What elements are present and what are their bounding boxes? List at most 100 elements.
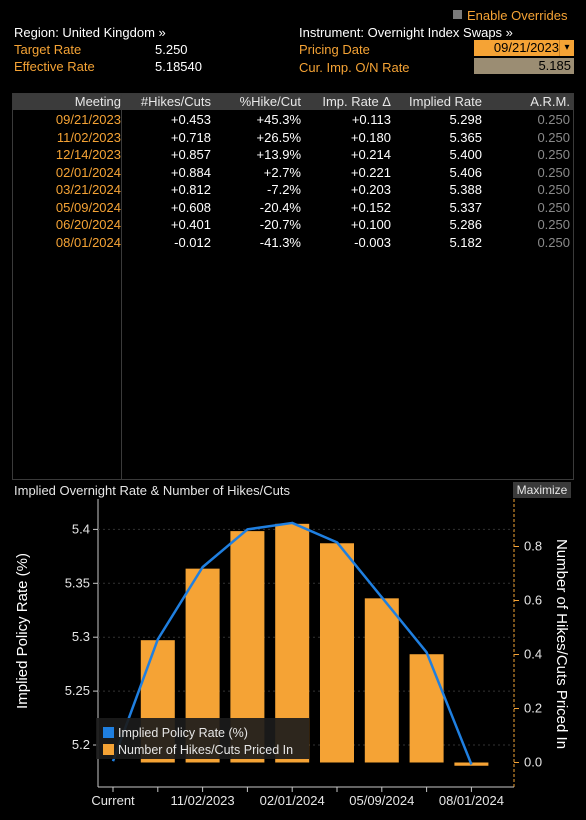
x-tick-label: Current xyxy=(91,793,135,808)
table-cell-implied-rate: 5.388 xyxy=(449,182,482,197)
chart-title: Implied Overnight Rate & Number of Hikes… xyxy=(14,483,290,498)
table-cell-implied-rate: 5.298 xyxy=(449,112,482,127)
right-tick-label: 0.6 xyxy=(524,593,542,608)
chart-svg: 5.2 5.25 5.3 5.35 5.4 0.0 0.2 0.4 0.6 0.8 Current 1… xyxy=(14,499,570,808)
hikes-cuts-bar xyxy=(320,543,354,763)
table-cell-pct-hike-cut: +13.9% xyxy=(256,147,301,162)
maximize-button[interactable]: Maximize xyxy=(513,482,571,498)
table-cell-pct-hike-cut: +26.5% xyxy=(256,129,301,145)
right-axis-title: Number of Hikes/Cuts Priced In xyxy=(553,539,570,749)
target-rate-value: 5.250 xyxy=(155,42,188,57)
meetings-table: Meeting #Hikes/Cuts %Hike/Cut Imp. Rate Δ Im… xyxy=(12,93,574,480)
left-tick-label: 5.25 xyxy=(65,683,90,698)
table-cell-pct-hike-cut: -7.2% xyxy=(267,182,301,197)
target-rate-label: Target Rate xyxy=(14,42,82,57)
pricing-date-field[interactable]: 09/21/2023 xyxy=(474,40,574,56)
x-tick-label: 02/01/2024 xyxy=(260,793,325,808)
table-cell-meeting: 06/20/2024 xyxy=(55,217,121,232)
pricing-date-label: Pricing Date xyxy=(299,42,370,57)
effective-rate-label: Effective Rate xyxy=(14,59,95,74)
table-cell-imp-rate-delta: +0.180 xyxy=(350,129,391,145)
table-cell-imp-rate-delta: +0.203 xyxy=(350,182,391,197)
table-cell-pct-hike-cut: -20.7% xyxy=(259,217,301,232)
calendar-dropdown-icon[interactable]: ▾ xyxy=(559,40,574,56)
cur-imp-rate-field[interactable]: 5.185 xyxy=(474,58,574,74)
table-cell-implied-rate: 5.286 xyxy=(449,217,482,232)
legend-swatch-bar xyxy=(103,744,114,755)
table-cell-imp-rate-delta: +0.113 xyxy=(351,112,391,127)
legend-box xyxy=(96,718,309,759)
th-meeting[interactable]: Meeting xyxy=(74,94,121,109)
cur-imp-rate-label: Cur. Imp. O/N Rate xyxy=(299,60,410,75)
left-tick-label: 5.35 xyxy=(65,575,90,590)
table-cell-pct-hike-cut: +2.7% xyxy=(263,164,301,180)
th-pct-hike-cut[interactable]: %Hike/Cut xyxy=(239,94,301,109)
table-cell-arm: 0.250 xyxy=(537,217,570,232)
table-cell-pct-hike-cut: -20.4% xyxy=(259,199,301,215)
table-cell-hikes-cuts: +0.718 xyxy=(170,129,211,145)
table-cell-hikes-cuts: +0.884 xyxy=(170,164,211,180)
x-tick-label: 08/01/2024 xyxy=(439,793,504,808)
legend-swatch-line xyxy=(103,727,114,738)
instrument-selector[interactable]: Instrument: Overnight Index Swaps » xyxy=(299,25,513,40)
table-cell-imp-rate-delta: -0.003 xyxy=(354,234,391,250)
legend-label-line: Implied Policy Rate (%) xyxy=(118,726,248,740)
right-tick-label: 0.8 xyxy=(524,539,542,554)
table-cell-arm: 0.250 xyxy=(537,147,570,162)
x-tick-label: 05/09/2024 xyxy=(349,793,414,808)
right-tick-label: 0.4 xyxy=(524,647,542,662)
th-hikes-cuts[interactable]: #Hikes/Cuts xyxy=(140,94,211,109)
left-tick-label: 5.3 xyxy=(72,629,90,644)
table-cell-meeting: 09/21/2023 xyxy=(55,112,121,127)
left-axis-title: Implied Policy Rate (%) xyxy=(14,553,31,709)
table-cell-hikes-cuts: -0.012 xyxy=(174,234,211,250)
table-cell-meeting: 08/01/2024 xyxy=(55,234,121,250)
enable-overrides-checkbox[interactable] xyxy=(453,10,462,19)
table-cell-hikes-cuts: +0.812 xyxy=(170,182,211,197)
implied-rate-line xyxy=(111,521,473,765)
table-cell-hikes-cuts: +0.857 xyxy=(170,147,211,162)
table-cell-hikes-cuts: +0.401 xyxy=(170,217,211,232)
table-cell-meeting: 03/21/2024 xyxy=(55,182,121,197)
column-divider xyxy=(121,94,122,479)
table-cell-meeting: 05/09/2024 xyxy=(55,199,121,215)
table-cell-arm: 0.250 xyxy=(537,182,570,197)
left-tick-label: 5.2 xyxy=(72,737,90,752)
th-arm[interactable]: A.R.M. xyxy=(530,94,570,109)
table-cell-arm: 0.250 xyxy=(537,129,570,145)
table-cell-hikes-cuts: +0.608 xyxy=(170,199,211,215)
right-tick-label: 0.2 xyxy=(524,701,542,716)
table-cell-arm: 0.250 xyxy=(537,112,570,127)
table-cell-arm: 0.250 xyxy=(537,234,570,250)
region-selector[interactable]: Region: United Kingdom » xyxy=(14,25,166,40)
table-cell-imp-rate-delta: +0.152 xyxy=(350,199,391,215)
table-cell-implied-rate: 5.365 xyxy=(449,129,482,145)
left-tick-label: 5.4 xyxy=(72,521,90,536)
legend-label-bar: Number of Hikes/Cuts Priced In xyxy=(118,743,293,757)
enable-overrides-label[interactable]: Enable Overrides xyxy=(467,8,568,23)
table-cell-imp-rate-delta: +0.100 xyxy=(350,217,391,232)
table-header xyxy=(13,94,573,110)
table-cell-pct-hike-cut: +45.3% xyxy=(256,112,301,127)
table-cell-pct-hike-cut: -41.3% xyxy=(259,234,301,250)
table-cell-arm: 0.250 xyxy=(537,199,570,215)
hikes-cuts-bar xyxy=(364,598,399,763)
hikes-cuts-bar xyxy=(409,654,444,763)
th-implied-rate[interactable]: Implied Rate xyxy=(409,94,482,109)
table-cell-implied-rate: 5.182 xyxy=(449,234,482,250)
x-tick-label: 11/02/2023 xyxy=(171,793,235,808)
table-cell-meeting: 11/02/2023 xyxy=(56,129,121,145)
right-tick-label: 0.0 xyxy=(524,755,542,770)
table-cell-meeting: 12/14/2023 xyxy=(55,147,121,162)
effective-rate-value: 5.18540 xyxy=(155,59,202,74)
chart-panel: 5.2 5.25 5.3 5.35 5.4 0.0 0.2 0.4 0.6 0.8 Current 1… xyxy=(0,499,586,820)
th-imp-rate-delta[interactable]: Imp. Rate Δ xyxy=(322,94,391,109)
table-cell-imp-rate-delta: +0.221 xyxy=(350,164,391,180)
table-cell-implied-rate: 5.337 xyxy=(449,199,482,215)
table-cell-meeting: 02/01/2024 xyxy=(55,164,121,180)
table-cell-implied-rate: 5.406 xyxy=(449,164,482,180)
table-cell-implied-rate: 5.400 xyxy=(449,147,482,162)
table-cell-hikes-cuts: +0.453 xyxy=(170,112,211,127)
table-cell-arm: 0.250 xyxy=(537,164,570,180)
table-cell-imp-rate-delta: +0.214 xyxy=(350,147,391,162)
